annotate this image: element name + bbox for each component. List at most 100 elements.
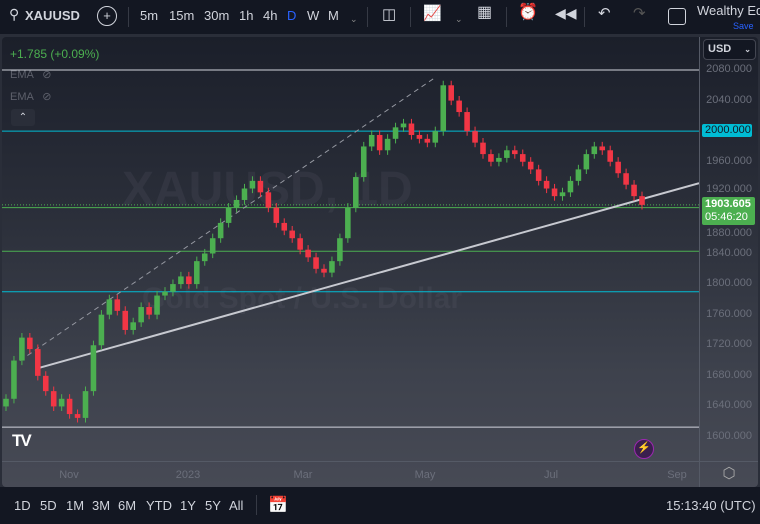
range-button-1d[interactable]: 1D [14, 498, 31, 513]
ema-label: EMA [10, 91, 34, 103]
candle-body [353, 177, 359, 208]
replay-icon[interactable]: ◀◀ [555, 5, 577, 21]
calendar-icon[interactable]: 📅 [268, 497, 288, 514]
time-tick: Sep [667, 469, 687, 481]
range-button-5d[interactable]: 5D [40, 498, 57, 513]
lightning-icon[interactable]: ⚡ [634, 439, 654, 459]
interval-15m[interactable]: 15m [169, 8, 195, 23]
interval-m[interactable]: M [328, 8, 339, 23]
candle-body [543, 180, 550, 189]
time-tick: Mar [293, 469, 313, 481]
tradingview-logo: TV [12, 431, 32, 450]
candle-body [424, 138, 431, 143]
candles-icon[interactable]: ◫ [382, 6, 397, 23]
candle-body [289, 230, 295, 239]
candle-body [440, 85, 447, 132]
candle-body [400, 123, 407, 128]
eye-off-icon[interactable]: ⊘ [42, 69, 52, 81]
level-price-label: 2000.000 [702, 124, 752, 138]
indicators-icon[interactable]: 📈 [423, 5, 442, 22]
chart-area[interactable]: XAUUSD, 1D Gold Spot / U.S. Dollar +1.78… [2, 37, 758, 487]
price-plot[interactable] [2, 37, 699, 461]
candle-body [321, 268, 327, 273]
candle-body [265, 192, 272, 208]
interval-5m[interactable]: 5m [140, 8, 159, 23]
time-axis[interactable]: ⬡ Nov 2023 Mar May Jul Sep [2, 461, 758, 487]
save-button[interactable]: Save [733, 21, 754, 31]
candle-body [512, 150, 518, 155]
eye-off-icon[interactable]: ⊘ [42, 91, 52, 103]
range-button-ytd[interactable]: YTD [146, 498, 172, 513]
currency-label: USD [708, 43, 732, 55]
layouts-icon[interactable]: ▦ [477, 4, 493, 21]
symbol-search[interactable]: XAUUSD [25, 8, 80, 23]
price-tick: 1800.000 [706, 277, 752, 290]
range-button-3m[interactable]: 3M [92, 498, 111, 513]
chevron-down-icon[interactable]: ⌄ [455, 14, 463, 24]
price-tick: 1840.000 [706, 246, 752, 259]
candle-body [257, 180, 264, 193]
legend-ema-2: EMA ⊘ [10, 90, 52, 103]
time-tick: Jul [543, 469, 559, 481]
candle-body [313, 257, 319, 269]
alarm-icon[interactable]: ⏰ [518, 4, 538, 21]
candle-body [50, 391, 57, 407]
price-axis[interactable]: USD ⌄ 2080.000 2040.000 2000.000 1960.000 192… [699, 37, 758, 461]
candle-body [106, 299, 113, 315]
candle-body [591, 146, 598, 155]
candle-body [599, 146, 606, 151]
fullscreen-icon[interactable] [668, 8, 686, 25]
candle-body [368, 134, 375, 147]
candle-body [305, 249, 311, 258]
candle-body [98, 314, 105, 346]
clock[interactable]: 15:13:40 (UTC) [666, 498, 756, 513]
range-button-1y[interactable]: 1Y [180, 498, 196, 513]
top-toolbar: ⚲ XAUUSD + 5m 15m 30m 1h 4h D W M ⌄ ◫ 📈 … [0, 0, 760, 34]
interval-d[interactable]: D [287, 8, 297, 23]
candle-body [146, 307, 152, 315]
candle-body [209, 238, 216, 254]
candle-body [122, 310, 129, 330]
redo-icon[interactable]: ↷ [633, 5, 646, 22]
candle-body [194, 261, 200, 285]
interval-30m[interactable]: 30m [204, 8, 230, 23]
search-icon[interactable]: ⚲ [9, 6, 20, 22]
chevron-down-icon[interactable]: ⌄ [350, 14, 358, 24]
candle-body [27, 337, 33, 350]
candle-body [74, 414, 81, 418]
add-symbol-icon[interactable]: + [97, 6, 117, 26]
candle-body [11, 360, 17, 399]
interval-4h[interactable]: 4h [263, 8, 278, 23]
candle-body [138, 307, 144, 323]
candle-body [448, 85, 454, 101]
candle-body [19, 337, 25, 361]
price-tick: 1880.000 [706, 226, 752, 239]
candle-body [583, 154, 590, 170]
price-tick: 1920.000 [706, 182, 752, 195]
range-button-5y[interactable]: 5Y [205, 498, 221, 513]
currency-select[interactable]: USD ⌄ [703, 39, 756, 60]
layout-name[interactable]: Wealthy Ed [697, 3, 760, 18]
candle-body [337, 238, 343, 262]
candle-body [416, 134, 423, 139]
candle-body [273, 207, 280, 223]
candle-body [162, 291, 168, 296]
range-button-all[interactable]: All [229, 498, 244, 513]
candle-body [631, 184, 637, 197]
legend-change: +1.785 (+0.09%) [10, 47, 100, 61]
range-button-1m[interactable]: 1M [66, 498, 85, 513]
candle-body [178, 276, 184, 285]
interval-1h[interactable]: 1h [239, 8, 254, 23]
collapse-legend-button[interactable]: ⌃ [11, 109, 35, 126]
interval-w[interactable]: W [307, 8, 320, 23]
price-tick: 1680.000 [706, 368, 752, 381]
undo-icon[interactable]: ↶ [598, 5, 611, 22]
candle-body [82, 391, 89, 418]
range-button-6m[interactable]: 6M [118, 498, 137, 513]
candle-body [384, 138, 391, 151]
candle-body [567, 180, 574, 193]
candle-body [66, 398, 73, 415]
price-tick: 1640.000 [706, 399, 752, 412]
candle-body [345, 207, 351, 239]
settings-icon[interactable]: ⬡ [699, 462, 758, 487]
